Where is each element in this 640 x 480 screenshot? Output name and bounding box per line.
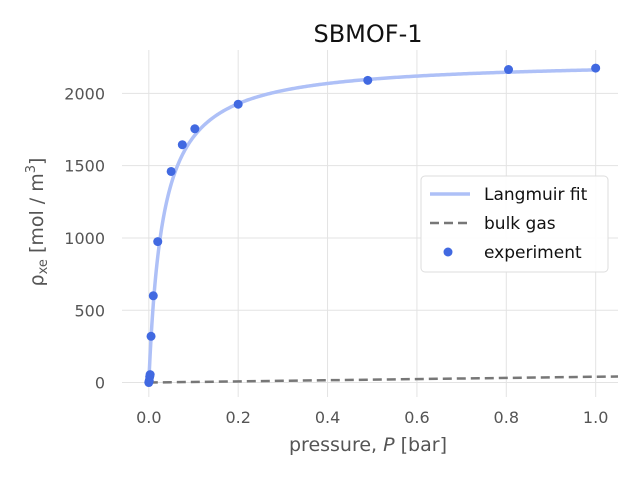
legend-label-langmuir-fit: Langmuir fit [484, 185, 588, 205]
x-axis-label-prefix: pressure, [289, 434, 383, 456]
data-point [363, 75, 373, 85]
data-point [153, 237, 163, 247]
y-axis-label: ρxe [mol / m3] [24, 158, 51, 287]
data-point [233, 99, 243, 109]
x-tick-label: 0.6 [404, 408, 429, 427]
x-axis-label: pressure, P [bar] [289, 434, 447, 456]
y-axis-label-units: [mol / m [26, 173, 48, 259]
data-point [148, 291, 158, 301]
legend-key-experiment [443, 247, 453, 257]
x-tick-label: 0.8 [494, 408, 519, 427]
data-point [591, 63, 601, 73]
x-tick-label: 1.0 [583, 408, 608, 427]
series-line-langmuir-fit [147, 68, 598, 385]
data-point [504, 65, 514, 75]
x-ticks: 0.0 0.2 0.4 0.6 0.8 1.0 [136, 408, 608, 427]
y-tick-label: 2000 [64, 84, 105, 103]
y-ticks: 0 500 1000 1500 2000 [64, 84, 105, 392]
data-point [166, 166, 176, 176]
y-axis-label-main: ρ [26, 274, 48, 286]
y-axis-label-close: ] [26, 158, 48, 165]
data-point [190, 124, 200, 134]
x-tick-label: 0.4 [315, 408, 340, 427]
chart-title: SBMOF-1 [313, 20, 422, 48]
y-axis-label-sub: xe [36, 259, 51, 274]
x-tick-label: 0.2 [225, 408, 250, 427]
x-axis-label-suffix: [bar] [395, 434, 447, 456]
x-tick-label: 0.0 [136, 408, 161, 427]
y-tick-label: 1000 [64, 229, 105, 248]
y-tick-label: 1500 [64, 157, 105, 176]
legend-label-bulk-gas: bulk gas [484, 214, 556, 234]
y-tick-label: 500 [74, 301, 105, 320]
legend-label-experiment: experiment [484, 243, 582, 263]
legend-box [420, 175, 609, 273]
data-point [145, 370, 155, 380]
data-point [146, 331, 156, 341]
plot-area [144, 63, 619, 388]
y-tick-label: 0 [95, 374, 105, 393]
legend: Langmuir fit bulk gas experiment [420, 175, 609, 273]
y-axis-label-units-sup: 3 [24, 165, 39, 173]
x-axis-label-var: P [383, 434, 395, 456]
series-line-bulk-gas [148, 375, 619, 384]
data-point [177, 140, 187, 150]
